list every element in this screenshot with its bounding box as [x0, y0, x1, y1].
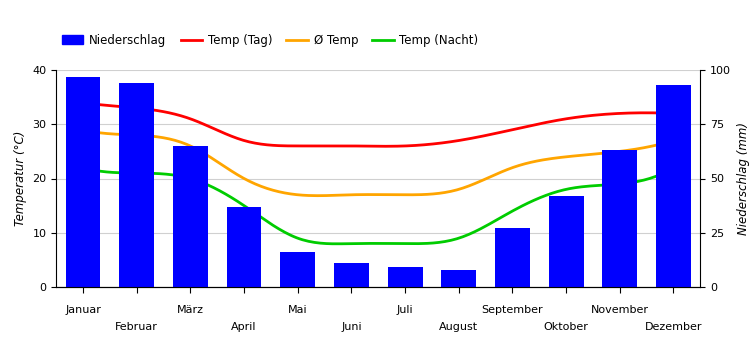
Bar	[388, 267, 422, 287]
Bar	[549, 196, 583, 287]
Legend: Niederschlag, Temp (Tag), Ø Temp, Temp (Nacht): Niederschlag, Temp (Tag), Ø Temp, Temp (…	[62, 34, 479, 47]
Text: April: April	[231, 322, 257, 332]
Text: Juni: Juni	[341, 322, 362, 332]
Y-axis label: Niederschlag (mm): Niederschlag (mm)	[736, 122, 749, 235]
Y-axis label: Temperatur (°C): Temperatur (°C)	[13, 131, 27, 226]
Bar	[656, 85, 691, 287]
Text: September: September	[482, 305, 543, 315]
Text: Januar: Januar	[65, 305, 101, 315]
Text: August: August	[439, 322, 479, 332]
Text: Oktober: Oktober	[544, 322, 589, 332]
Text: Februar: Februar	[115, 322, 158, 332]
Text: März: März	[177, 305, 204, 315]
Bar	[495, 229, 530, 287]
Bar	[441, 270, 476, 287]
Bar	[334, 263, 369, 287]
Text: Dezember: Dezember	[645, 322, 703, 332]
Bar	[280, 252, 315, 287]
Text: November: November	[591, 305, 649, 315]
Bar	[119, 83, 154, 287]
Bar	[173, 146, 207, 287]
Text: Mai: Mai	[288, 305, 308, 315]
Bar	[66, 77, 100, 287]
Bar	[602, 150, 637, 287]
Bar	[227, 207, 261, 287]
Text: Juli: Juli	[397, 305, 413, 315]
